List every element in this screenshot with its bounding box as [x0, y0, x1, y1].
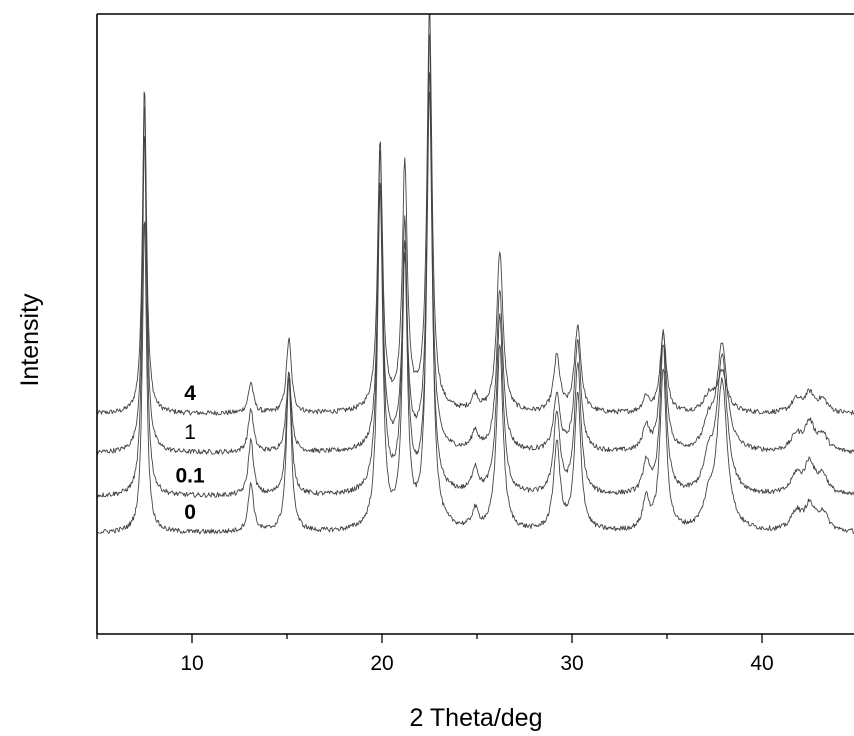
x-ticks: 10 20 30 40 [96, 634, 774, 675]
series-label-0.1: 0.1 [175, 464, 205, 487]
x-axis-title: 2 Theta/deg [410, 704, 543, 732]
x-tick-label-30: 30 [560, 652, 583, 675]
x-tick-label-10: 10 [180, 652, 203, 675]
plot-area [96, 13, 854, 535]
series-label-4: 4 [184, 382, 196, 405]
trace-4 [96, 13, 854, 416]
series-label-1: 1 [184, 421, 196, 444]
axes [96, 13, 854, 635]
trace-0.1 [96, 91, 854, 498]
x-tick-label-40: 40 [750, 652, 773, 675]
x-tick-label-20: 20 [370, 652, 393, 675]
trace-0 [96, 33, 854, 535]
series-labels: 410.10 [175, 382, 205, 524]
y-axis-title: Intensity [16, 293, 44, 387]
series-label-0: 0 [184, 501, 196, 524]
trace-1 [96, 71, 854, 455]
